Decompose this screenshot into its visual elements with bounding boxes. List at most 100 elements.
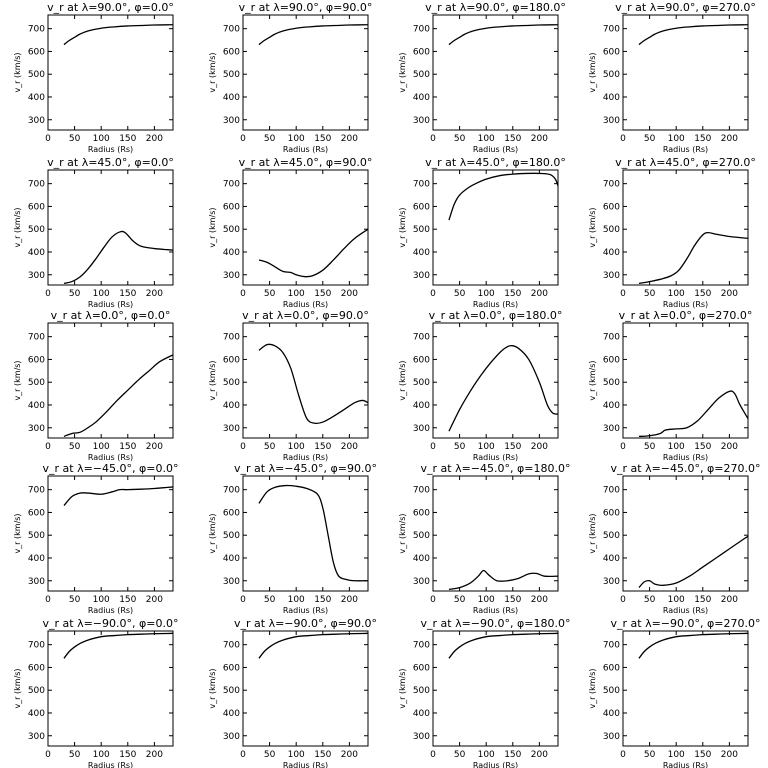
y-tick-label: 500 <box>413 225 430 235</box>
x-axis-label: Radius (Rs) <box>473 453 518 462</box>
x-tick-label: 100 <box>478 442 495 452</box>
x-axis-label: Radius (Rs) <box>283 606 328 615</box>
y-tick-label: 600 <box>223 663 240 673</box>
y-tick-label: 400 <box>28 401 45 411</box>
x-tick-label: 50 <box>69 442 81 452</box>
y-tick-label: 600 <box>603 663 620 673</box>
x-tick-label: 100 <box>668 289 685 299</box>
series-line <box>258 484 369 582</box>
series-line <box>63 354 174 438</box>
x-tick-label: 100 <box>93 442 110 452</box>
x-tick-label: 100 <box>93 595 110 605</box>
chart-title: v_r at λ=0.0°, φ=270.0° <box>619 309 753 322</box>
chart-panel: v_r at λ=−90.0°, φ=180.0° 0 50 100 150 200 300… <box>398 617 570 768</box>
x-tick-label: 100 <box>93 134 110 144</box>
y-tick-label: 500 <box>413 531 430 541</box>
y-tick-label: 400 <box>223 401 240 411</box>
chart-panel: v_r at λ=−45.0°, φ=180.0° 0 50 100 150 200 300… <box>398 462 570 615</box>
y-tick-label: 500 <box>28 70 45 80</box>
y-tick-label: 300 <box>28 116 45 126</box>
chart-panel: v_r at λ=90.0°, φ=270.0° 0 50 100 150 200 300 4… <box>588 1 756 154</box>
x-axis-label: Radius (Rs) <box>663 453 708 462</box>
plot-frame <box>622 630 749 747</box>
chart-title: v_r at λ=90.0°, φ=90.0° <box>239 1 373 14</box>
y-tick-label: 700 <box>603 25 620 35</box>
x-tick-label: 200 <box>721 289 738 299</box>
y-tick-label: 400 <box>28 248 45 258</box>
x-tick-label: 200 <box>341 134 358 144</box>
x-tick-label: 50 <box>69 134 81 144</box>
x-tick-label: 0 <box>45 750 51 760</box>
y-axis-label: v_r (km/s) <box>208 207 217 247</box>
y-tick-label: 400 <box>413 248 430 258</box>
y-tick-label: 300 <box>223 732 240 742</box>
chart-title: v_r at λ=0.0°, φ=180.0° <box>429 309 563 322</box>
chart-panel: v_r at λ=0.0°, φ=180.0° 0 50 100 150 200 300 40… <box>398 309 562 462</box>
y-tick-label: 600 <box>223 355 240 365</box>
y-tick-label: 300 <box>28 424 45 434</box>
y-tick-label: 300 <box>413 116 430 126</box>
y-axis-label: v_r (km/s) <box>13 513 22 553</box>
x-tick-label: 200 <box>146 134 163 144</box>
y-tick-label: 500 <box>603 70 620 80</box>
y-tick-label: 400 <box>28 93 45 103</box>
plot-frame <box>242 322 369 439</box>
y-tick-label: 700 <box>28 486 45 496</box>
x-tick-label: 50 <box>454 289 466 299</box>
series-line <box>448 24 559 46</box>
y-tick-label: 500 <box>28 531 45 541</box>
y-tick-label: 600 <box>603 47 620 57</box>
y-tick-label: 700 <box>413 180 430 190</box>
y-tick-label: 700 <box>28 180 45 190</box>
chart-title: v_r at λ=−45.0°, φ=0.0° <box>43 462 179 475</box>
y-tick-label: 300 <box>603 116 620 126</box>
series-line <box>448 632 559 659</box>
chart-panel: v_r at λ=45.0°, φ=90.0° 0 50 100 150 200 300 40… <box>208 156 372 309</box>
chart-panel: v_r at λ=−45.0°, φ=0.0° 0 50 100 150 200 300 40… <box>13 462 178 615</box>
series-line <box>258 228 369 278</box>
series-line <box>448 344 559 432</box>
y-tick-label: 300 <box>603 732 620 742</box>
y-tick-label: 300 <box>223 116 240 126</box>
chart-title: v_r at λ=45.0°, φ=180.0° <box>425 156 566 169</box>
chart-title: v_r at λ=90.0°, φ=270.0° <box>615 1 756 14</box>
x-axis-label: Radius (Rs) <box>473 145 518 154</box>
plot-frame <box>432 14 559 131</box>
x-tick-label: 150 <box>694 595 711 605</box>
y-tick-label: 500 <box>28 225 45 235</box>
y-tick-label: 300 <box>413 271 430 281</box>
chart-panel: v_r at λ=0.0°, φ=270.0° 0 50 100 150 200 300 40… <box>588 309 752 462</box>
x-tick-label: 150 <box>314 595 331 605</box>
x-tick-label: 50 <box>69 595 81 605</box>
y-tick-label: 400 <box>603 709 620 719</box>
plot-frame <box>432 475 559 592</box>
x-tick-label: 100 <box>288 595 305 605</box>
y-tick-label: 400 <box>413 709 430 719</box>
chart-title: v_r at λ=45.0°, φ=90.0° <box>239 156 373 169</box>
x-tick-label: 50 <box>644 134 656 144</box>
chart-panel: v_r at λ=90.0°, φ=0.0° 0 50 100 150 200 300 400… <box>13 1 174 154</box>
y-tick-label: 500 <box>223 70 240 80</box>
plot-frame <box>242 14 369 131</box>
y-tick-label: 700 <box>413 333 430 343</box>
chart-title: v_r at λ=90.0°, φ=0.0° <box>47 1 174 14</box>
y-tick-label: 600 <box>413 355 430 365</box>
x-tick-label: 50 <box>644 289 656 299</box>
x-tick-label: 200 <box>341 289 358 299</box>
x-tick-label: 200 <box>721 134 738 144</box>
y-tick-label: 700 <box>28 333 45 343</box>
x-tick-label: 200 <box>146 750 163 760</box>
y-tick-label: 500 <box>413 686 430 696</box>
plot-frame <box>242 630 369 747</box>
y-tick-label: 700 <box>223 486 240 496</box>
y-tick-label: 500 <box>603 225 620 235</box>
y-tick-label: 700 <box>603 641 620 651</box>
y-tick-label: 500 <box>223 225 240 235</box>
y-tick-label: 300 <box>413 577 430 587</box>
chart-title: v_r at λ=−90.0°, φ=180.0° <box>421 617 571 630</box>
plot-frame <box>432 630 559 747</box>
x-axis-label: Radius (Rs) <box>473 300 518 309</box>
series-line <box>63 632 174 659</box>
x-tick-label: 200 <box>721 750 738 760</box>
x-tick-label: 50 <box>264 750 276 760</box>
